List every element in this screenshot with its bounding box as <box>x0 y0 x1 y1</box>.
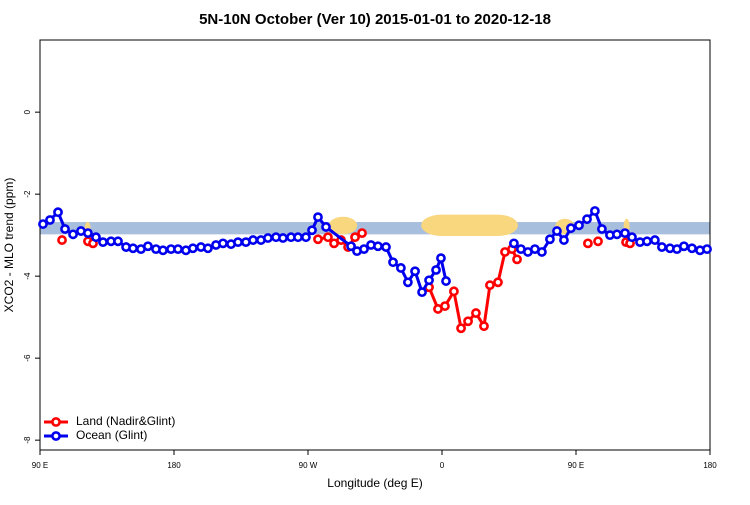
data-point <box>493 277 503 288</box>
y-tick-label: -4 <box>23 272 32 280</box>
data-point <box>679 241 689 252</box>
data-point <box>128 243 138 254</box>
data-point <box>424 275 434 286</box>
data-point <box>60 224 70 234</box>
data-point <box>91 232 101 243</box>
data-point <box>263 233 273 243</box>
y-axis-label: XCO2 - MLO trend (ppm) <box>2 178 16 313</box>
data-point <box>612 229 622 240</box>
data-point <box>203 243 213 254</box>
data-point <box>512 254 522 265</box>
data-point <box>388 257 398 268</box>
data-point <box>173 244 183 254</box>
data-point <box>650 235 660 245</box>
data-point <box>702 244 712 254</box>
data-point <box>509 238 519 249</box>
y-tick-label: -6 <box>23 354 32 362</box>
data-point <box>590 206 600 216</box>
highlight <box>421 214 518 236</box>
data-point <box>583 238 593 249</box>
data-point <box>552 226 562 236</box>
data-point <box>307 225 317 236</box>
data-point <box>417 287 427 298</box>
x-tick-label: 90 W <box>299 461 318 470</box>
data-point <box>593 236 603 247</box>
x-tick-label: 90 E <box>568 461 584 470</box>
data-point <box>293 232 303 243</box>
data-point <box>278 233 288 243</box>
chart-title: 5N-10N October (Ver 10) 2015-01-01 to 20… <box>199 11 551 28</box>
data-point <box>642 236 652 247</box>
data-point <box>471 308 481 318</box>
data-point <box>321 222 331 232</box>
data-point <box>436 253 446 264</box>
legend-label: Land (Nadir&Glint) <box>76 414 175 428</box>
x-axis-label: Longitude (deg E) <box>327 476 422 490</box>
data-point <box>620 228 630 239</box>
data-point <box>113 236 123 247</box>
data-point <box>301 232 311 243</box>
data-point <box>463 316 473 327</box>
data-point <box>45 215 55 225</box>
data-point <box>98 237 108 248</box>
data-point <box>38 219 48 229</box>
data-point <box>218 238 228 249</box>
data-point <box>357 228 367 239</box>
data-point <box>313 234 323 245</box>
data-point <box>313 212 323 223</box>
data-point <box>687 243 697 254</box>
data-point <box>323 232 333 243</box>
data-point <box>143 241 153 252</box>
data-point <box>440 301 450 311</box>
data-point <box>431 265 441 275</box>
y-tick-label: 0 <box>23 109 32 114</box>
x-tick-label: 180 <box>167 461 181 470</box>
data-point <box>83 228 93 239</box>
data-point <box>537 247 547 257</box>
data-point <box>410 266 420 277</box>
data-point <box>53 207 63 218</box>
x-tick-label: 90 E <box>32 461 48 470</box>
data-point <box>381 242 391 252</box>
legend-marker <box>51 417 61 427</box>
data-point <box>373 241 383 252</box>
data-point <box>545 234 555 245</box>
data-point <box>158 245 168 256</box>
legend-marker <box>51 431 61 441</box>
y-tick-label: -8 <box>23 436 32 444</box>
data-point <box>350 232 360 243</box>
plot-frame <box>39 39 711 451</box>
data-point <box>627 232 637 243</box>
data-point <box>233 237 243 248</box>
data-point <box>566 223 576 234</box>
data-point <box>449 286 459 297</box>
highlight <box>328 216 358 235</box>
data-point <box>456 323 466 334</box>
data-point <box>396 263 406 273</box>
x-tick-label: 0 <box>440 461 445 470</box>
data-point <box>346 241 356 252</box>
legend-label: Ocean (Glint) <box>76 428 147 442</box>
x-tick-label: 180 <box>703 461 717 470</box>
reference-band <box>40 222 710 235</box>
data-point <box>188 243 198 254</box>
data-point <box>582 214 592 225</box>
data-point <box>403 277 413 288</box>
data-point <box>574 220 584 231</box>
data-point <box>248 235 258 245</box>
data-point <box>559 235 569 245</box>
data-point <box>359 244 369 254</box>
data-point <box>57 235 67 245</box>
data-point <box>597 224 607 234</box>
data-point <box>485 280 495 291</box>
data-point <box>657 242 667 252</box>
data-point <box>441 276 451 286</box>
y-tick-label: -2 <box>23 190 32 198</box>
data-point <box>68 229 78 240</box>
data-point <box>479 321 489 332</box>
